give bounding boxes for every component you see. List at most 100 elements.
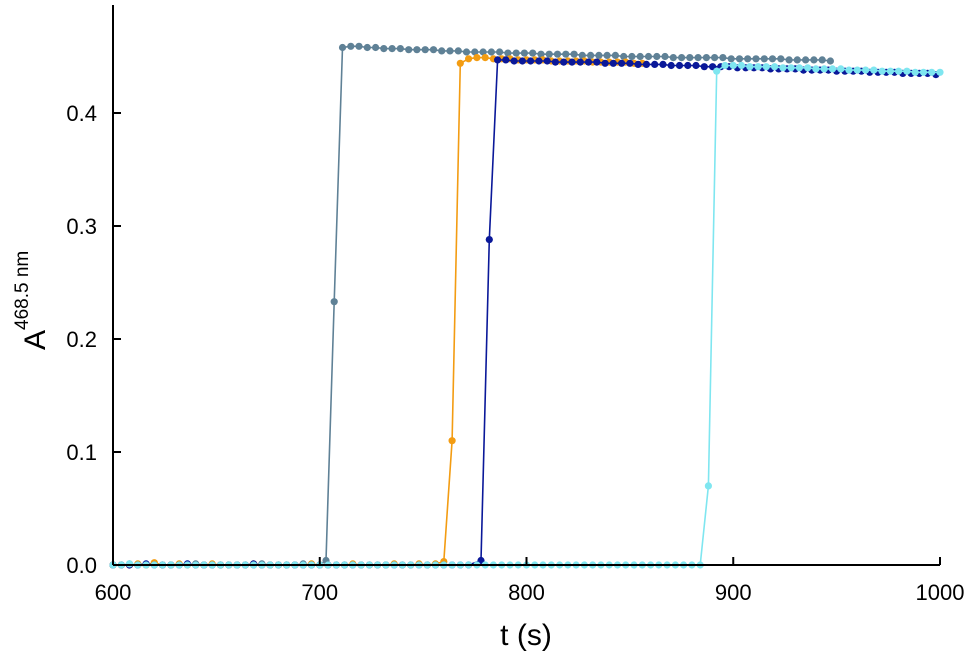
series-3 (109, 56, 940, 569)
data-point (636, 52, 644, 61)
data-point (634, 60, 642, 68)
data-point (363, 43, 371, 52)
data-point (754, 63, 762, 71)
data-point (518, 57, 527, 65)
data-point (785, 56, 793, 64)
data-point (626, 59, 634, 67)
data-point (793, 56, 801, 64)
data-point (355, 42, 363, 50)
data-point (603, 51, 611, 60)
data-point (471, 48, 479, 56)
axes (112, 5, 940, 566)
data-point (746, 63, 754, 71)
data-point (520, 49, 529, 57)
data-point (779, 64, 787, 72)
data-point (704, 482, 713, 490)
data-point (911, 68, 919, 76)
data-point (593, 58, 601, 66)
y-tick-label: 0.3 (66, 214, 97, 239)
y-axis-title-superscript: 468.5 nm (12, 251, 33, 330)
ticks: 600 700 800 900 1000 0.0 0.1 0.2 0.3 0.4 (66, 101, 964, 605)
data-point (694, 54, 702, 62)
data-point (669, 54, 677, 62)
series-line (113, 45, 831, 566)
data-point (928, 68, 936, 76)
data-point (330, 298, 338, 306)
data-point (713, 67, 721, 75)
data-point (576, 58, 584, 66)
data-point (686, 54, 694, 62)
data-point (553, 50, 562, 58)
data-point (487, 48, 495, 56)
data-point (760, 55, 768, 63)
data-point (845, 66, 853, 74)
data-point (721, 61, 729, 70)
data-point (862, 66, 870, 74)
data-point (510, 57, 518, 65)
series-line (113, 59, 937, 566)
x-tick-label: 800 (508, 580, 545, 605)
series-1 (109, 42, 835, 569)
series-2 (109, 54, 646, 569)
data-point (568, 58, 576, 66)
data-point (421, 46, 429, 54)
series-line (113, 56, 643, 566)
data-point (481, 54, 489, 62)
data-point (578, 51, 586, 60)
data-point (502, 56, 510, 64)
data-point (895, 67, 903, 75)
series-4 (109, 61, 944, 569)
data-point (729, 61, 737, 70)
data-point (659, 60, 667, 68)
y-tick-label: 0.0 (66, 553, 97, 578)
data-point (752, 55, 760, 63)
y-axis-title-main: A (19, 330, 52, 350)
data-point (744, 55, 752, 63)
data-point (618, 59, 626, 67)
x-axis-title: t (s) (500, 619, 552, 652)
x-tick-label: 1000 (916, 580, 965, 605)
data-point (719, 54, 727, 62)
data-point (429, 46, 438, 54)
data-point (771, 63, 779, 71)
data-point (562, 50, 570, 58)
data-point (886, 67, 895, 75)
data-point (828, 65, 837, 73)
x-tick-label: 600 (95, 580, 132, 605)
data-point (737, 61, 746, 70)
data-point (380, 45, 388, 53)
y-axis-title: A468.5 nm (12, 251, 52, 350)
data-point (936, 68, 944, 76)
data-point (777, 55, 785, 63)
data-point (396, 45, 404, 53)
data-point (448, 437, 456, 445)
data-point (485, 236, 493, 244)
y-tick-label: 0.2 (66, 327, 97, 352)
data-point (684, 61, 692, 70)
data-point (479, 48, 487, 56)
data-point (903, 67, 911, 75)
data-point (535, 57, 543, 65)
data-point (620, 52, 628, 61)
data-point (413, 46, 421, 54)
data-point (570, 50, 578, 58)
data-point (762, 63, 770, 71)
data-point (512, 49, 520, 57)
data-point (644, 52, 653, 61)
data-point (735, 55, 744, 63)
data-point (494, 56, 502, 64)
data-point (462, 48, 471, 56)
data-point (504, 49, 512, 57)
data-point (446, 47, 454, 55)
data-point (870, 66, 878, 74)
x-tick-label: 900 (715, 580, 752, 605)
data-point (661, 52, 669, 61)
svg-text:A468.5 nm: A468.5 nm (12, 251, 52, 350)
data-point (818, 56, 826, 64)
data-point (584, 58, 593, 66)
data-point (338, 43, 347, 52)
data-point (456, 59, 464, 67)
data-point (667, 61, 675, 70)
data-point (388, 45, 396, 53)
